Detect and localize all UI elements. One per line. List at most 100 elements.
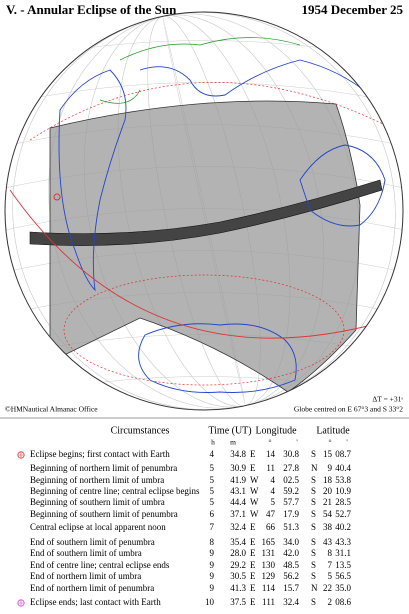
cell: 59.2: [283, 486, 299, 496]
cell: 11: [266, 463, 275, 473]
cell: 13.5: [335, 560, 351, 570]
cell: S: [311, 449, 316, 459]
column-header: Latitude: [316, 425, 350, 436]
cell: 18: [323, 475, 333, 485]
cell: 9: [210, 548, 215, 558]
cell: 9: [210, 583, 215, 593]
cell: S: [311, 571, 316, 581]
cell: 40.4: [335, 463, 351, 473]
cell: 44.4: [230, 497, 246, 507]
cell: 08.7: [335, 449, 351, 459]
cell: 129: [262, 571, 276, 581]
cell: 9: [210, 560, 215, 570]
circumstance: End of southern limit of umbra: [30, 548, 142, 558]
cell: 30.8: [283, 449, 299, 459]
date: 1954 December 25: [301, 2, 403, 17]
coastline-australia: [299, 144, 386, 227]
cell: 40.2: [335, 522, 351, 532]
cell: 43.3: [335, 537, 351, 547]
unit-label: ': [296, 438, 298, 447]
column-header: Circumstances: [111, 425, 170, 436]
cell: 165: [262, 537, 276, 547]
circumstance: Beginning of centre line; central eclips…: [30, 486, 200, 496]
contact-icon-cross: [17, 451, 25, 459]
cell: S: [311, 597, 316, 607]
cell: 47: [266, 509, 276, 519]
table: Circumstances Time (UT) Longitude Latitude h…: [17, 425, 352, 607]
cell: 53.8: [335, 475, 351, 485]
cell: 28.5: [335, 497, 351, 507]
cell: E: [250, 597, 256, 607]
cell: 43: [323, 537, 333, 547]
circumstance: End of southern limit of penumbra: [30, 537, 155, 547]
unit-label: °: [269, 438, 272, 447]
circumstance: End of centre line; central eclipse ends: [30, 560, 170, 570]
cell: E: [250, 463, 256, 473]
cell: E: [250, 571, 256, 581]
unit-label: m: [230, 438, 236, 447]
cell: 5: [210, 475, 215, 485]
cell: 51.3: [283, 522, 299, 532]
penumbra-region: [49, 100, 361, 393]
cell: 31.1: [335, 548, 351, 558]
cell: 6: [210, 509, 215, 519]
cell: 130: [262, 560, 276, 570]
circumstance: Beginning of southern limit of penumbra: [30, 509, 178, 519]
cell: 15: [323, 449, 333, 459]
cell: 131: [262, 548, 276, 558]
terminator: [9, 189, 391, 339]
cell: 27.8: [283, 463, 299, 473]
cell: S: [311, 509, 316, 519]
cell: 14: [266, 449, 276, 459]
cell: 42.0: [283, 548, 299, 558]
cell: 7: [328, 560, 333, 570]
circumstance: Beginning of southern limit of umbra: [30, 497, 165, 507]
cell: 5: [210, 497, 215, 507]
cell: 5: [328, 571, 333, 581]
cell: S: [311, 560, 316, 570]
cell: 4: [210, 449, 215, 459]
cell: 17.9: [283, 509, 299, 519]
cell: 37.5: [230, 597, 246, 607]
cell: S: [311, 497, 316, 507]
cell: 02.5: [283, 475, 299, 485]
cell: 66: [266, 522, 276, 532]
cell: 38: [323, 522, 333, 532]
cell: S: [311, 486, 316, 496]
cell: N: [311, 583, 318, 593]
cell: 32.4: [230, 522, 246, 532]
tropic: [29, 82, 396, 141]
cell: 37.1: [230, 509, 246, 519]
cell: 111: [262, 597, 275, 607]
copyright: ©HMNautical Almanac Office: [5, 405, 98, 414]
cell: 57.7: [283, 497, 299, 507]
cell: 8: [210, 537, 215, 547]
cell: S: [311, 548, 316, 558]
circumstance: Beginning of northern limit of penumbra: [30, 463, 177, 473]
cell: 7: [210, 522, 215, 532]
circumstance: Eclipse begins; first contact with Earth: [30, 449, 170, 459]
cell: 2: [328, 597, 333, 607]
cell: 41.3: [230, 583, 246, 593]
cell: 10: [205, 597, 215, 607]
cell: 5: [210, 486, 215, 496]
cell: S: [311, 537, 316, 547]
cell: 28.0: [230, 548, 246, 558]
circumstance: Beginning of northern limit of umbra: [30, 475, 164, 485]
cell: W: [250, 509, 259, 519]
unit-label: ': [346, 438, 348, 447]
polar-circle: [63, 274, 345, 386]
globe-centre: Globe centred on E 67°3 and S 33°2: [294, 405, 403, 414]
cell: W: [250, 486, 259, 496]
cell: 4: [271, 475, 276, 485]
coastline-asia: [139, 59, 371, 97]
contact-icon-cross: [17, 599, 25, 607]
circumstance: End of northern limit of penumbra: [30, 583, 154, 593]
cell: E: [250, 449, 256, 459]
cell: E: [250, 560, 256, 570]
cell: 21: [323, 497, 332, 507]
cell: S: [311, 475, 316, 485]
circumstance: Central eclipse at local apparent noon: [30, 522, 166, 532]
cell: 41.9: [230, 475, 246, 485]
